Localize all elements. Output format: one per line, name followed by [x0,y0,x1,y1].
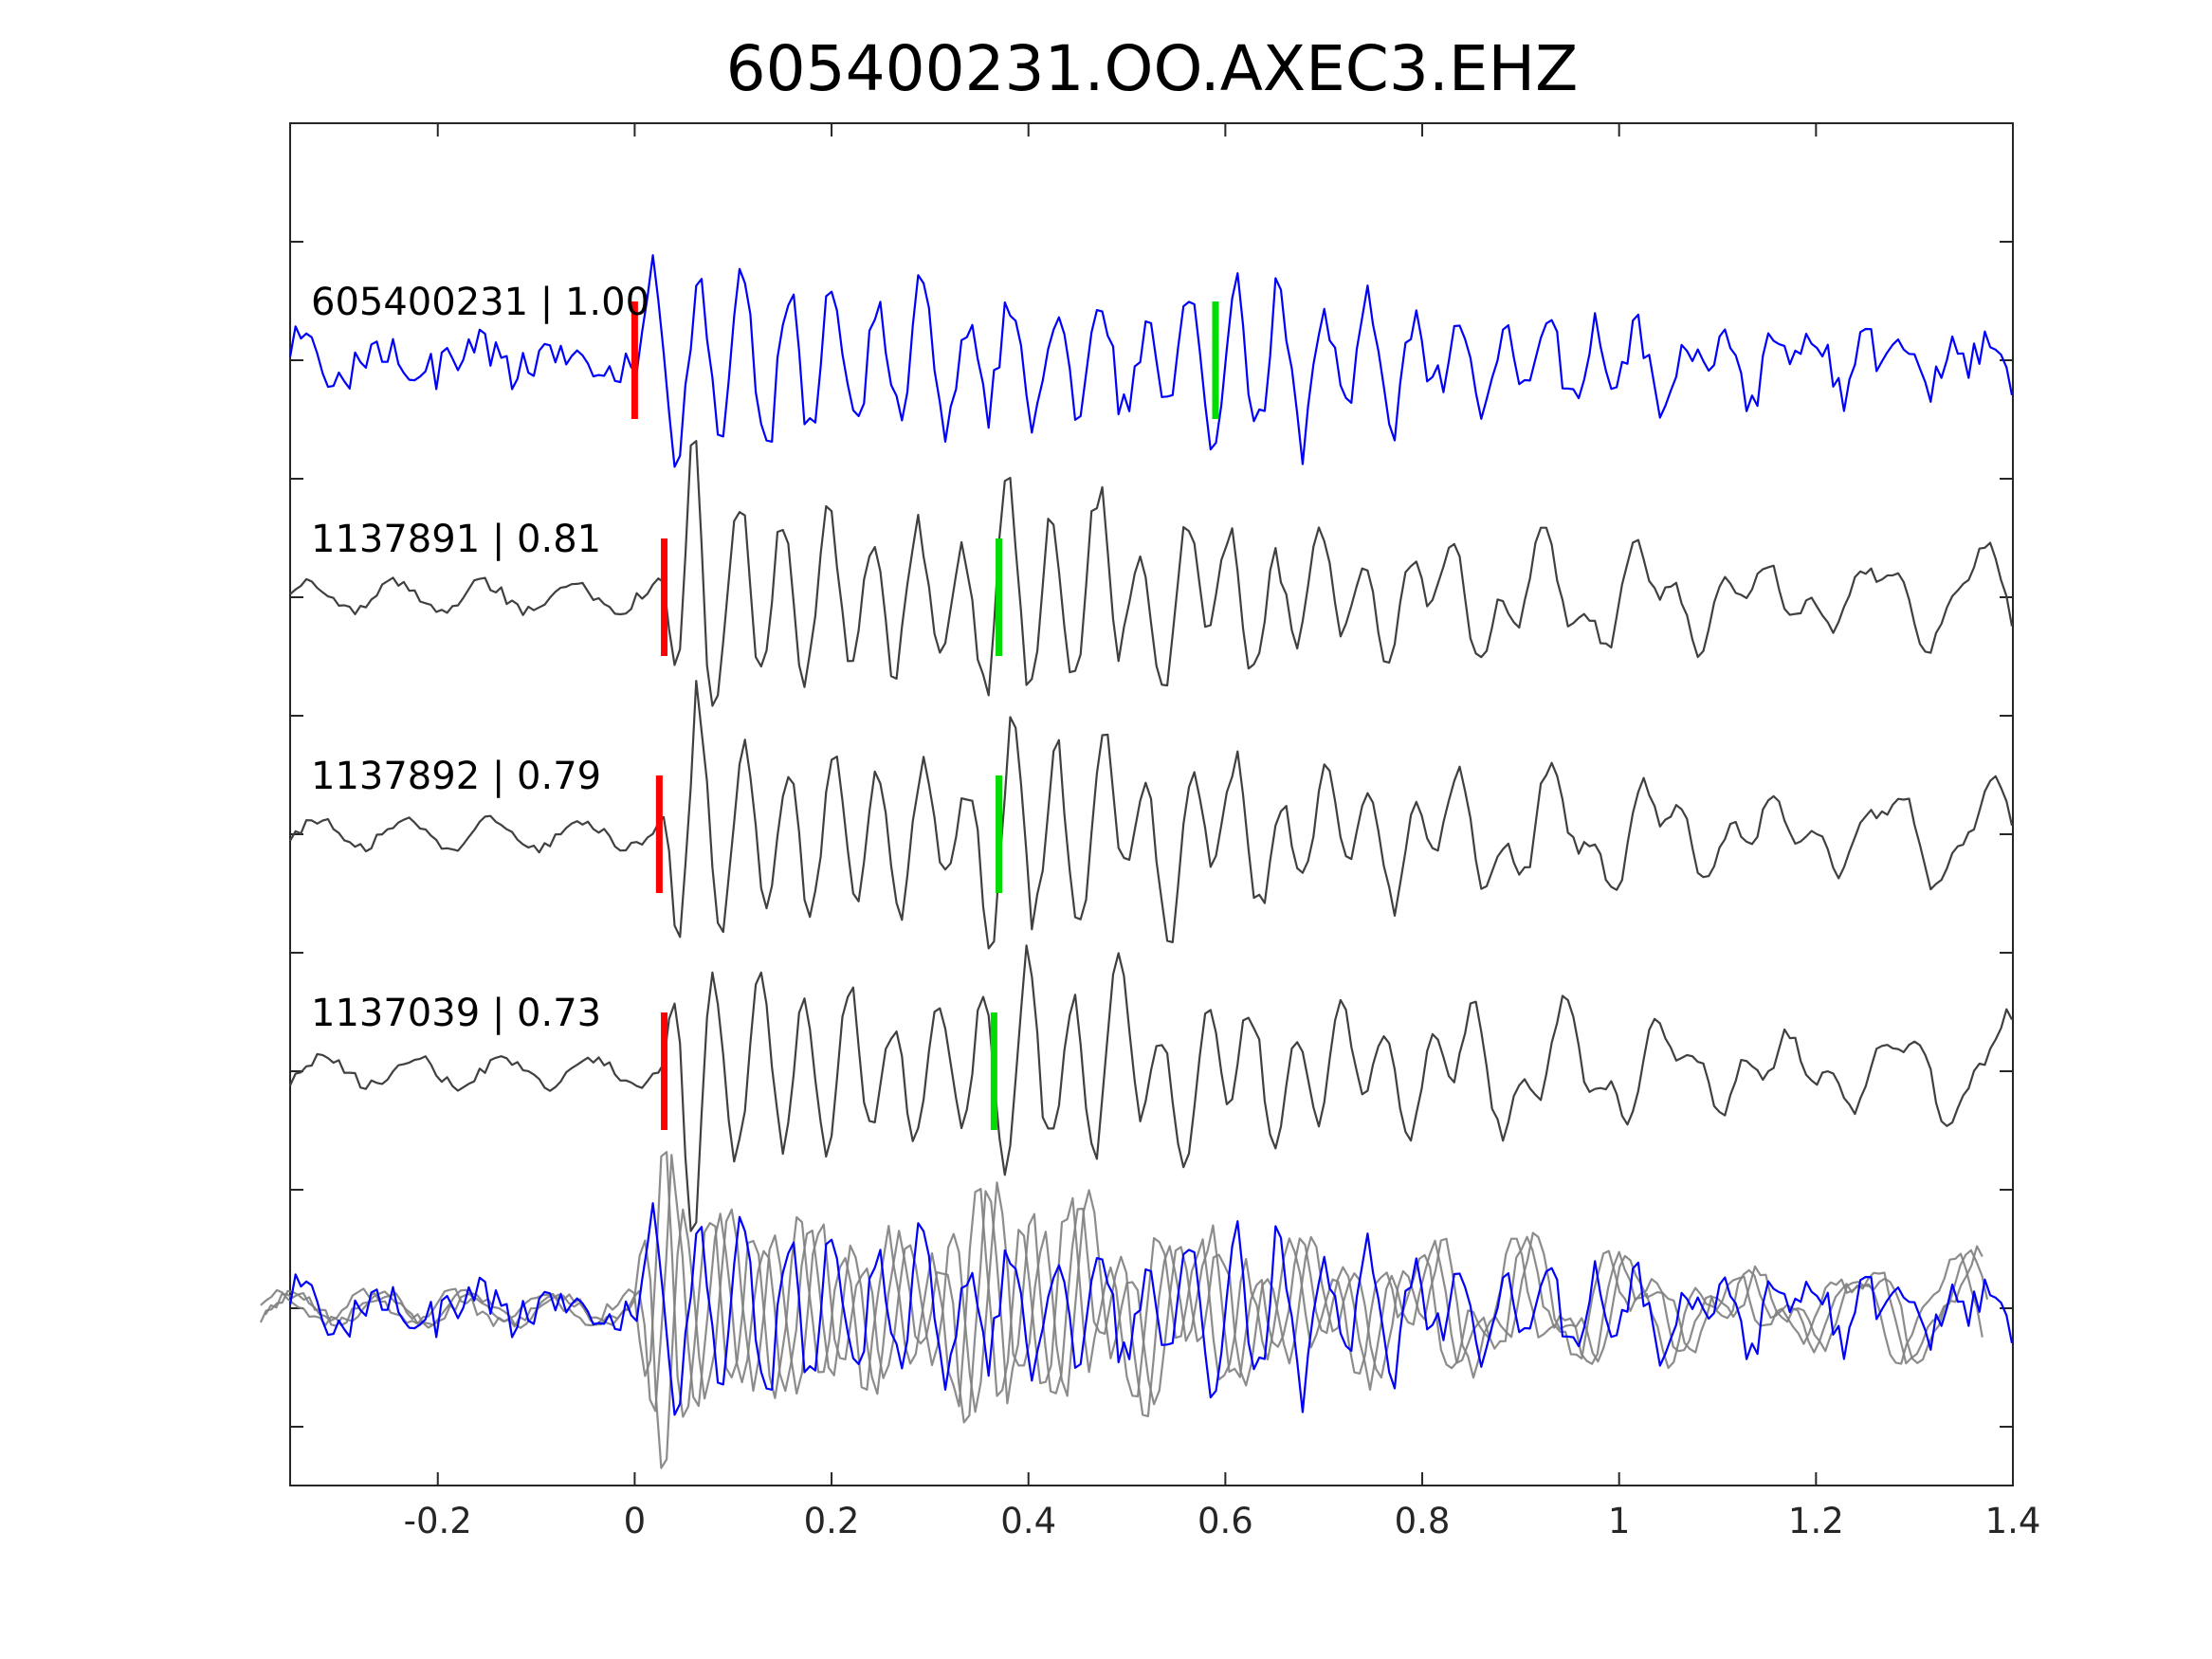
x-tick-label: 0.6 [1197,1501,1253,1541]
trace-1137039-line [289,944,2013,1232]
trace-labels: 605400231 | 1.00 1137891 | 0.81 1137892 | … [311,281,649,1035]
trace-label-1137892: 1137892 | 0.79 [311,755,601,798]
x-tick-label: 0 [624,1501,647,1541]
y-axis [290,241,2013,1428]
overlay-605400231-line [288,1202,2014,1416]
x-tick-label: 0.2 [804,1501,860,1541]
trace-1137891-line [289,440,2014,707]
overlay-1137891-line [260,1151,1983,1418]
plot-area [289,122,2014,1486]
trace-group [259,254,2014,1469]
x-tick-label: 0.8 [1395,1501,1451,1541]
x-tick-label: 0.4 [1000,1501,1056,1541]
overlay-1137039-line [259,1181,1983,1469]
trace-label-1137891: 1137891 | 0.81 [311,518,601,561]
trace-label-1137039: 1137039 | 0.73 [311,992,601,1035]
trace-label-605400231: 605400231 | 1.00 [311,281,649,324]
x-axis: -0.2 0 0.2 0.4 0.6 0.8 1 1.2 1.4 [404,123,2041,1541]
trace-605400231-line [288,254,2014,468]
x-tick-label: 1.4 [1985,1501,2041,1541]
x-tick-label: 1.2 [1788,1501,1844,1541]
overlay-1137892-line [265,1154,1989,1424]
x-tick-label: -0.2 [404,1501,472,1541]
pick-markers [631,301,1219,1130]
trace-1137892-line [289,680,2014,950]
chart-title: 605400231.OO.AXEC3.EHZ [726,32,1579,105]
x-tick-label: 1 [1608,1501,1631,1541]
